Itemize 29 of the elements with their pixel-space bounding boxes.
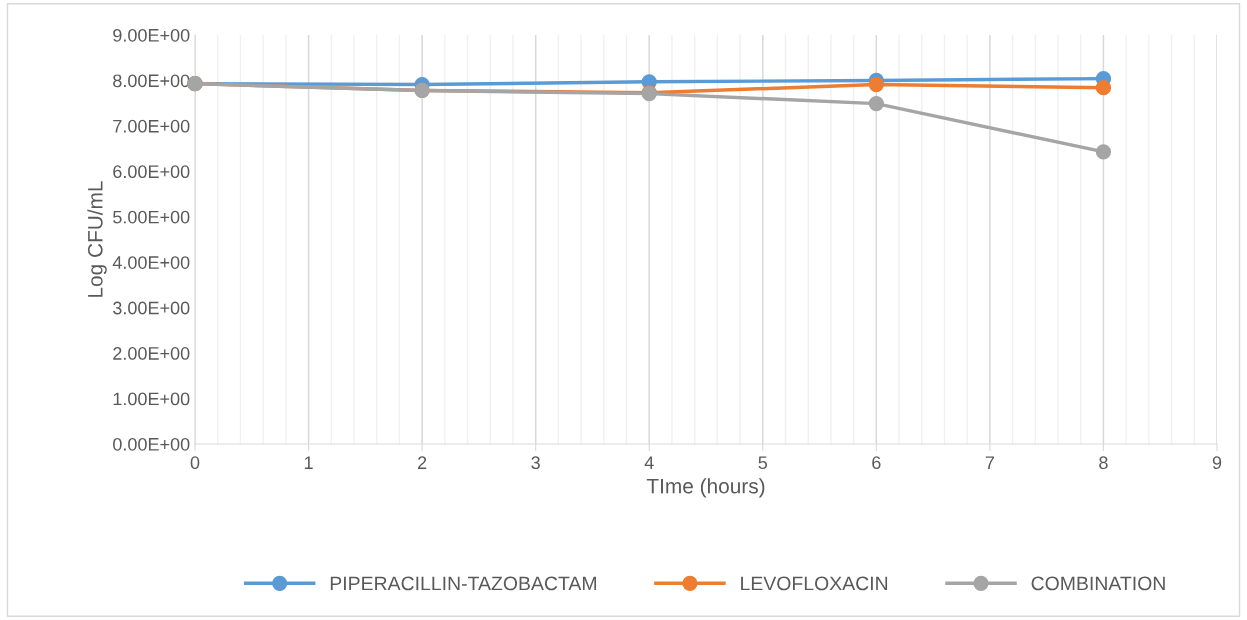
x-axis-title: TIme (hours) [646, 478, 765, 498]
y-tick-label: 7.00E+00 [113, 119, 190, 133]
point [1095, 144, 1112, 160]
y-tick-label: 5.00E+00 [113, 210, 190, 224]
x-tick-label: 4 [644, 456, 654, 469]
x-tick-label: 9 [1212, 456, 1222, 470]
x-tick-label: 7 [985, 456, 994, 469]
y-axis-title: Log CFU/mL [87, 181, 107, 297]
y-tick-label: 4.00E+00 [112, 256, 190, 269]
x-tick-label: 5 [758, 456, 768, 470]
x-tick-label: 3 [531, 456, 540, 470]
x-tick-label: 0 [190, 456, 200, 470]
y-tick-label: 3.00E+00 [113, 301, 190, 315]
y-tick-label: 0.00E+00 [113, 437, 190, 451]
legend-label: LEVOFLOXACIN [741, 576, 888, 591]
y-tick-label: 9.00E+00 [113, 28, 190, 42]
y-tick-label: 6.00E+00 [113, 165, 190, 179]
x-tick-label: 2 [418, 456, 427, 469]
point [868, 76, 884, 93]
legend-label: PIPERACILLIN-TAZOBACTAM [330, 576, 596, 591]
legend-label: COMBINATION [1031, 576, 1165, 591]
point [868, 95, 884, 112]
y-tick-label: 8.00E+00 [113, 74, 190, 88]
x-tick-label: 6 [872, 456, 881, 470]
x-tick-label: 8 [1099, 456, 1108, 470]
x-tick-label: 1 [304, 456, 313, 469]
point [1095, 80, 1112, 96]
y-tick-label: 1.00E+00 [113, 392, 190, 406]
y-tick-label: 2.00E+00 [113, 347, 190, 360]
